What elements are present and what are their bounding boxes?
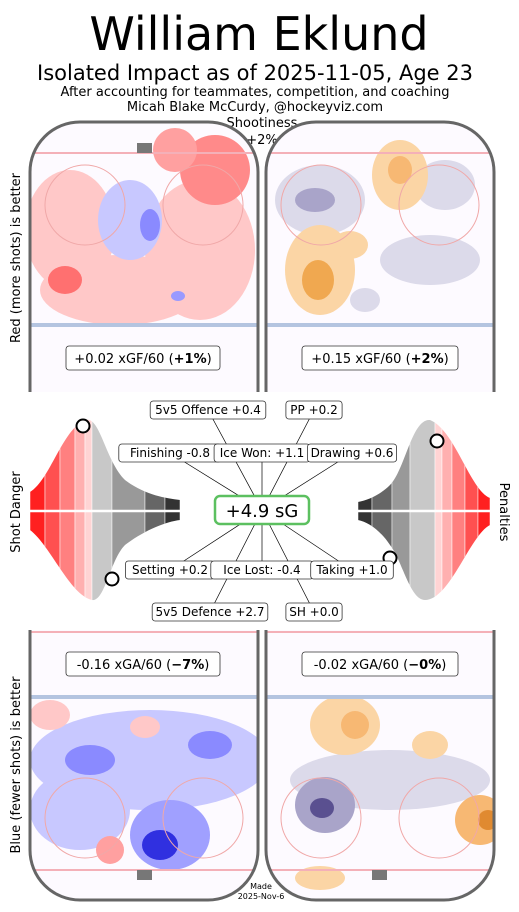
band: [30, 512, 46, 601]
band: [464, 512, 479, 600]
band: [451, 512, 466, 600]
band: [477, 512, 490, 600]
rink-heatmap: [30, 122, 258, 392]
shootiness-value: +2%: [246, 133, 278, 148]
component-label: Ice Won: +1.1: [220, 446, 304, 460]
label-box: [301, 345, 459, 371]
band: [358, 419, 373, 510]
penalties-label: Penalties: [496, 483, 511, 542]
label-box: [65, 345, 221, 371]
band: [111, 512, 146, 601]
total: +4.9 sG: [226, 501, 299, 522]
label-box: [306, 443, 397, 463]
rink-impact: +0.15 xGF/60 (+2%): [311, 352, 448, 367]
label-box: [301, 651, 459, 677]
band: [451, 419, 466, 510]
band: [44, 512, 61, 601]
component-label: SH +0.0: [289, 605, 339, 619]
marker: [75, 418, 91, 434]
band: [409, 419, 436, 510]
label-box: [285, 400, 343, 420]
band: [477, 419, 490, 510]
label-box: [149, 400, 267, 420]
label-box: [65, 651, 221, 677]
title: William Eklund: [89, 7, 428, 61]
component-label: Drawing +0.6: [311, 446, 394, 460]
band: [144, 512, 166, 601]
band: [59, 512, 76, 601]
made-date: 2025-Nov-6: [238, 892, 285, 901]
goal: [372, 870, 387, 880]
goal: [137, 870, 152, 880]
made: Made: [250, 882, 272, 891]
component-label: Finishing -0.8: [130, 446, 210, 460]
component-label: Taking +1.0: [315, 563, 387, 577]
band: [144, 419, 166, 510]
credit: Micah Blake McCurdy, @hockeyviz.com: [127, 100, 383, 115]
distribution: [30, 512, 180, 601]
band: [30, 419, 46, 510]
rink-outline: [264, 630, 496, 902]
band: [91, 512, 113, 601]
label-box: [151, 602, 269, 622]
band: [391, 419, 411, 510]
rink-impact: -0.16 xGA/60 (−7%): [77, 658, 210, 673]
band: [434, 512, 443, 600]
distribution: [358, 512, 490, 600]
marker: [429, 433, 445, 449]
band: [164, 419, 180, 510]
goal: [137, 143, 152, 153]
shootiness: Shootiness: [227, 116, 298, 131]
total-box: [213, 494, 311, 526]
band: [441, 419, 453, 510]
band: [111, 419, 146, 510]
band: [464, 419, 479, 510]
band: [434, 419, 443, 510]
band: [358, 512, 373, 600]
distribution: [358, 419, 490, 510]
label-box: [310, 560, 394, 580]
component-label: Ice Lost: -0.4: [223, 563, 300, 577]
shot-danger-label: Shot Danger: [9, 471, 24, 553]
band: [44, 419, 61, 510]
band: [441, 512, 453, 600]
label-box: [285, 602, 343, 622]
band: [164, 512, 180, 601]
component-label: Setting +0.2: [132, 563, 208, 577]
band: [59, 419, 76, 510]
marker: [104, 571, 120, 587]
band: [74, 512, 86, 601]
rink-outline: [28, 120, 260, 392]
band: [91, 419, 113, 510]
rink-impact: -0.02 xGA/60 (−0%): [314, 658, 447, 673]
rink-impact: +0.02 xGF/60 (+1%): [74, 352, 211, 367]
bottom-axis-label: Blue (fewer shots) is better: [9, 676, 24, 854]
component-label: 5v5 Offence +0.4: [155, 403, 261, 417]
center-breakdown: +4.9 sG 5v5 Offence +0.4 PP +0.2 Finishing …: [118, 400, 397, 622]
band: [84, 512, 93, 601]
subtitle: Isolated Impact as of 2025-11-05, Age 23: [37, 61, 473, 85]
component-label: PP +0.2: [290, 403, 337, 417]
note: After accounting for teammates, competit…: [61, 85, 450, 100]
rink-outline: [28, 630, 260, 902]
band: [409, 512, 436, 600]
component-label: 5v5 Defence +2.7: [156, 605, 265, 619]
distribution: [30, 419, 180, 510]
top-axis-label: Red (more shots) is better: [9, 172, 24, 343]
band: [371, 419, 393, 510]
rink-outline: [264, 120, 496, 392]
